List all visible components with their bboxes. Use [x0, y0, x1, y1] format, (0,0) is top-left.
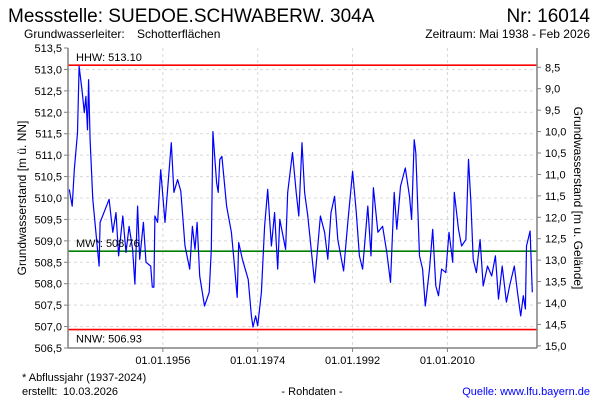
y-tick-label: 511,0 — [35, 150, 62, 162]
x-tick-label: 01.01.1956 — [135, 355, 190, 367]
aquifer-value: Schotterflächen — [137, 27, 220, 41]
y-right-tick-label: 9,5 — [545, 105, 560, 117]
footnote: * Abflussjahr (1937-2024) — [22, 372, 146, 384]
y-right-tick-label: 12,5 — [545, 234, 566, 246]
y-tick-label: 512,5 — [34, 86, 62, 98]
axes: 506,5 507,0 507,5 508,0 508,5 509,0 509,5 510,0… — [34, 43, 566, 367]
station-number: Nr: 16014 — [507, 6, 591, 27]
y-tick-label: 510,5 — [34, 172, 62, 184]
series-line-groundwater — [68, 65, 533, 328]
y-right-tick-label: 11,0 — [545, 169, 566, 181]
y-right-tick-label: 14,5 — [545, 319, 566, 331]
y-right-tick-label: 13,5 — [545, 277, 566, 289]
y-tick-label: 510,0 — [34, 193, 62, 205]
source-link[interactable]: Quelle: www.lfu.bayern.de — [462, 386, 590, 398]
x-tick-label: 01.01.1992 — [325, 355, 380, 367]
y-tick-label: 511,5 — [35, 129, 62, 141]
y-tick-label: 507,0 — [34, 322, 62, 334]
y-axis-label-left: Grundwasserstand [m ü. NN] — [15, 121, 29, 276]
y-tick-label: 512,0 — [34, 107, 62, 119]
reference-label-mw: MW*: 508.76 — [76, 238, 140, 250]
x-tick-label: 01.01.1974 — [230, 355, 285, 367]
y-right-tick-label: 11,5 — [545, 191, 566, 203]
y-right-tick-label: 10,5 — [545, 148, 566, 160]
aquifer-label: Grundwasserleiter: — [24, 27, 125, 41]
y-right-tick-label: 12,0 — [545, 212, 566, 224]
created-label: erstellt: — [22, 386, 57, 398]
reference-lines — [68, 64, 537, 331]
y-right-tick-label: 10,0 — [545, 127, 566, 139]
y-tick-label: 509,5 — [34, 214, 62, 226]
reference-label-nnw: NNW: 506.93 — [76, 334, 142, 346]
reference-label-hhw: HHW: 513.10 — [76, 52, 142, 64]
y-tick-label: 507,5 — [34, 300, 62, 312]
x-tick-label: 01.01.2010 — [420, 355, 475, 367]
y-right-tick-label: 15,0 — [545, 341, 566, 353]
y-tick-label: 509,0 — [34, 236, 62, 248]
y-tick-label: 508,0 — [34, 279, 62, 291]
y-right-tick-label: 14,0 — [545, 298, 566, 310]
station-title: Messstelle: SUEDOE.SCHWABERW. 304A — [8, 6, 375, 27]
y-axis-label-right: Grundwasserstand [m u. Gelände] — [571, 107, 585, 290]
y-tick-label: 513,0 — [34, 64, 62, 76]
reference-labels: HHW: 513.10 MW*: 508.76 NNW: 506.93 — [76, 52, 142, 345]
y-right-tick-label: 13,0 — [545, 255, 566, 267]
y-tick-label: 508,5 — [34, 257, 62, 269]
y-right-tick-label: 9,0 — [545, 84, 560, 96]
period: Zeitraum: Mai 1938 - Feb 2026 — [425, 27, 590, 41]
created-date: 10.03.2026 — [63, 386, 118, 398]
y-tick-label: 513,5 — [34, 43, 62, 55]
y-tick-label: 506,5 — [34, 343, 62, 355]
raw-data-note: - Rohdaten - — [281, 386, 342, 398]
y-right-tick-label: 8,5 — [545, 62, 560, 74]
